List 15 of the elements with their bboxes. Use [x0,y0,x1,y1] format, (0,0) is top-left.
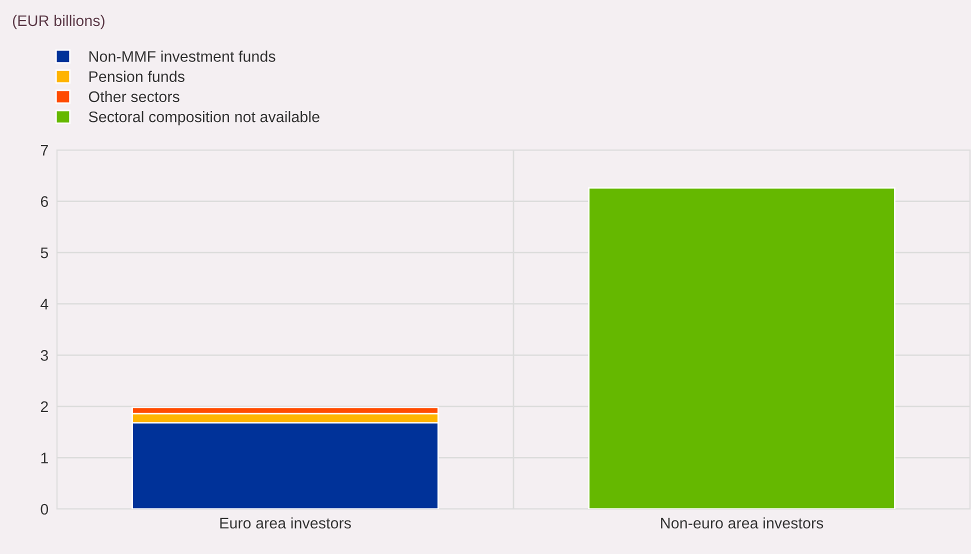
y-tick-label: 4 [40,298,48,310]
legend-label: Non-MMF investment funds [89,50,276,62]
legend-label: Other sectors [88,90,180,102]
legend-label: Sectoral composition not available [88,111,320,126]
y-tick-label: 3 [40,350,48,361]
y-tick-label: 5 [40,248,48,258]
x-tick-label: Non-euro area investors [661,517,824,529]
x-tick-label: Euro area investors [220,517,351,529]
y-tick-label: 7 [40,145,48,156]
legend-label: Pension funds [89,70,184,82]
text: (EUR billions) [12,14,104,30]
y-tick-label: 0 [40,504,48,515]
y-tick-label: 1 [41,452,48,464]
y-tick-label: 2 [40,401,48,412]
y-tick-label: 6 [40,196,48,207]
